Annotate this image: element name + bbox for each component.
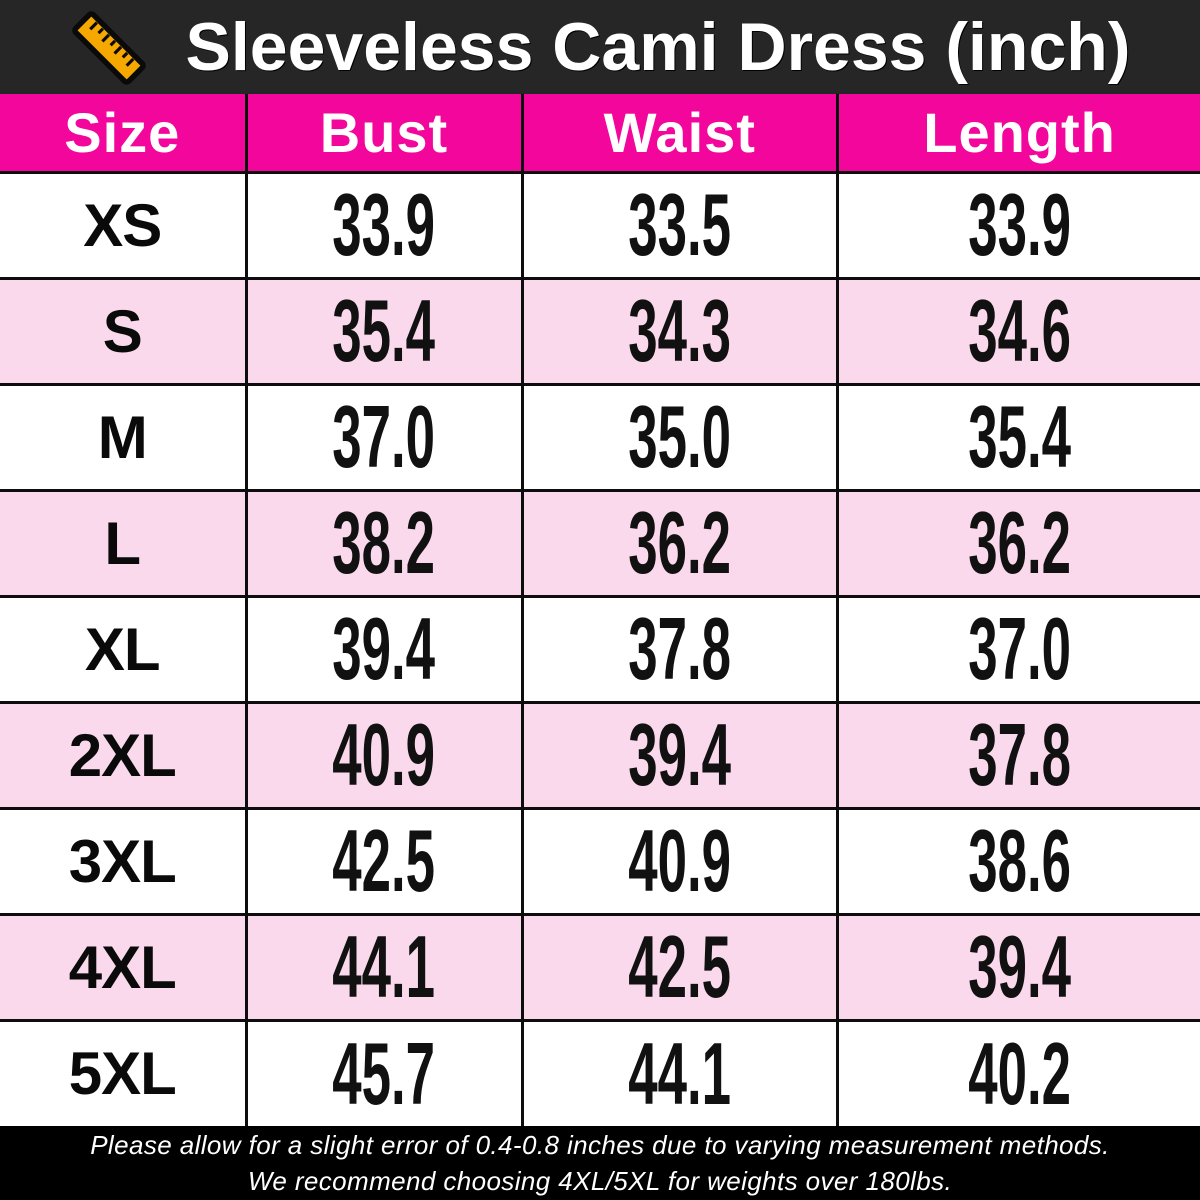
size-label: 2XL xyxy=(68,721,177,789)
size-label: 4XL xyxy=(68,933,177,1001)
waist-value: 34.3 xyxy=(628,281,732,380)
bust-value: 45.7 xyxy=(332,1023,436,1123)
size-table: Size Bust Waist Length XS 33.9 33.5 33.9… xyxy=(0,92,1200,1128)
column-header-size: Size xyxy=(0,92,248,174)
table-row-xl: XL 39.4 37.8 37.0 xyxy=(0,594,1200,704)
waist-value: 39.4 xyxy=(628,705,732,804)
column-header-length: Length xyxy=(836,92,1200,174)
table-row-l: L 38.2 36.2 36.2 xyxy=(0,488,1200,598)
waist-value: 44.1 xyxy=(628,1023,732,1123)
column-header-waist: Waist xyxy=(520,92,840,174)
length-value: 36.2 xyxy=(968,493,1071,592)
size-label: M xyxy=(97,403,148,471)
size-label: L xyxy=(104,509,141,577)
size-label: 5XL xyxy=(68,1040,177,1108)
table-row-4xl: 4XL 44.1 42.5 39.4 xyxy=(0,912,1200,1022)
bust-value: 37.0 xyxy=(332,387,436,486)
bust-value: 39.4 xyxy=(332,599,436,698)
table-row-xs: XS 33.9 33.5 33.9 xyxy=(0,170,1200,280)
bust-value: 33.9 xyxy=(332,175,436,274)
size-label: XS xyxy=(83,191,162,259)
footer-note-line-2: We recommend choosing 4XL/5XL for weight… xyxy=(247,1165,953,1196)
length-value: 38.6 xyxy=(968,811,1071,910)
footer-note-line-1: Please allow for a slight error of 0.4-0… xyxy=(90,1129,1110,1160)
size-label: XL xyxy=(84,615,161,683)
bust-value: 40.9 xyxy=(332,705,436,804)
bust-value: 42.5 xyxy=(332,811,436,910)
bust-value: 35.4 xyxy=(332,281,436,380)
waist-value: 37.8 xyxy=(628,599,732,698)
table-row-2xl: 2XL 40.9 39.4 37.8 xyxy=(0,700,1200,810)
footer-note-bar: Please allow for a slight error of 0.4-0… xyxy=(0,1126,1200,1200)
length-value: 35.4 xyxy=(968,387,1071,486)
bust-value: 38.2 xyxy=(332,493,436,592)
waist-value: 40.9 xyxy=(628,811,732,910)
table-row-m: M 37.0 35.0 35.4 xyxy=(0,382,1200,492)
waist-value: 33.5 xyxy=(628,175,732,274)
length-value: 37.0 xyxy=(968,599,1071,698)
length-value: 33.9 xyxy=(968,175,1071,274)
page-title: Sleeveless Cami Dress (inch) xyxy=(185,9,1131,85)
length-value: 39.4 xyxy=(968,917,1071,1016)
length-value: 37.8 xyxy=(968,705,1071,804)
length-value: 34.6 xyxy=(968,281,1071,380)
table-row-3xl: 3XL 42.5 40.9 38.6 xyxy=(0,806,1200,916)
length-value: 40.2 xyxy=(968,1023,1071,1123)
ruler-icon xyxy=(70,9,148,87)
waist-value: 35.0 xyxy=(628,387,732,486)
column-header-bust: Bust xyxy=(244,92,524,174)
title-bar: Sleeveless Cami Dress (inch) xyxy=(0,0,1200,94)
table-row-s: S 35.4 34.3 34.6 xyxy=(0,276,1200,386)
table-header-row: Size Bust Waist Length xyxy=(0,92,1200,174)
waist-value: 36.2 xyxy=(628,493,732,592)
waist-value: 42.5 xyxy=(628,917,732,1016)
table-row-5xl: 5XL 45.7 44.1 40.2 xyxy=(0,1018,1200,1128)
size-label: S xyxy=(102,297,143,365)
bust-value: 44.1 xyxy=(332,917,436,1016)
size-label: 3XL xyxy=(68,827,177,895)
